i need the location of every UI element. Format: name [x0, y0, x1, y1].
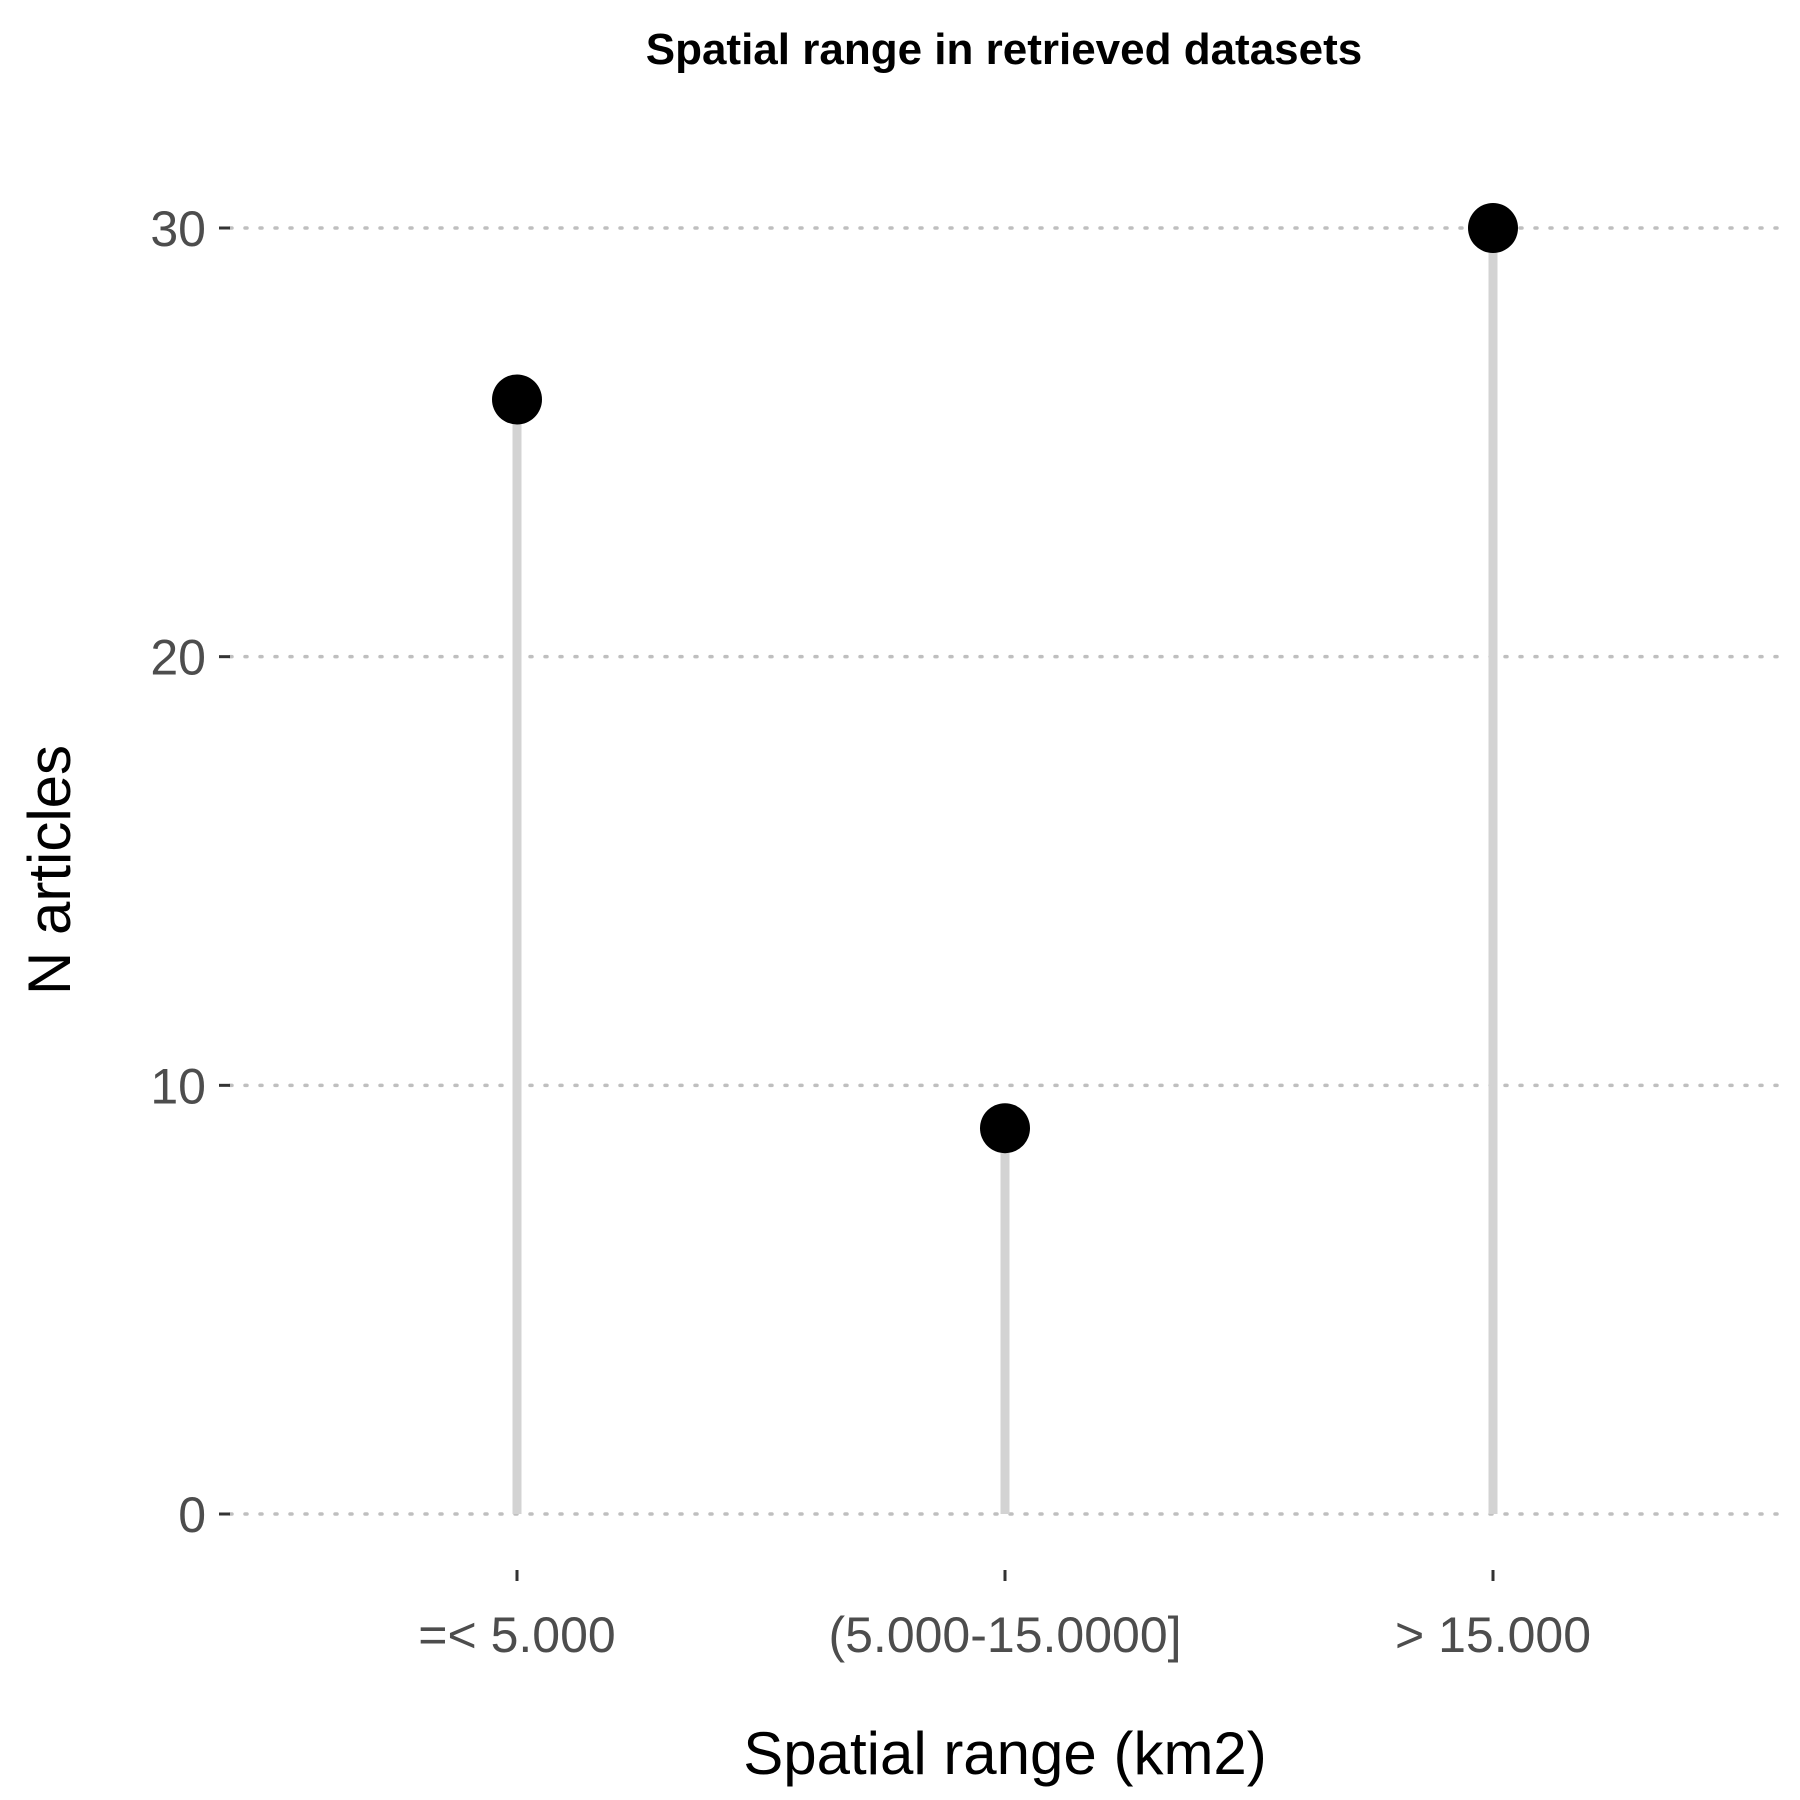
x-tick-label: (5.000-15.0000] [828, 1607, 1181, 1663]
y-axis-title: N articles [16, 745, 83, 995]
x-axis-title: Spatial range (km2) [743, 1720, 1267, 1787]
lollipop-point [1468, 203, 1518, 253]
gridlines [228, 226, 1782, 1516]
x-tick-label: =< 5.000 [418, 1607, 615, 1663]
y-tick-label: 0 [178, 1487, 206, 1543]
chart-title: Spatial range in retrieved datasets [646, 25, 1363, 74]
data-marks [492, 203, 1518, 1514]
y-tick-label: 10 [150, 1058, 206, 1114]
y-axis: 0 10 20 30 [150, 201, 230, 1543]
x-axis: =< 5.000 (5.000-15.0000] > 15.000 [418, 1570, 1591, 1663]
y-tick-label: 20 [150, 630, 206, 686]
y-tick-label: 30 [150, 201, 206, 257]
lollipop-point [492, 374, 542, 425]
x-tick-label: > 15.000 [1395, 1607, 1591, 1663]
lollipop-point [980, 1103, 1030, 1154]
